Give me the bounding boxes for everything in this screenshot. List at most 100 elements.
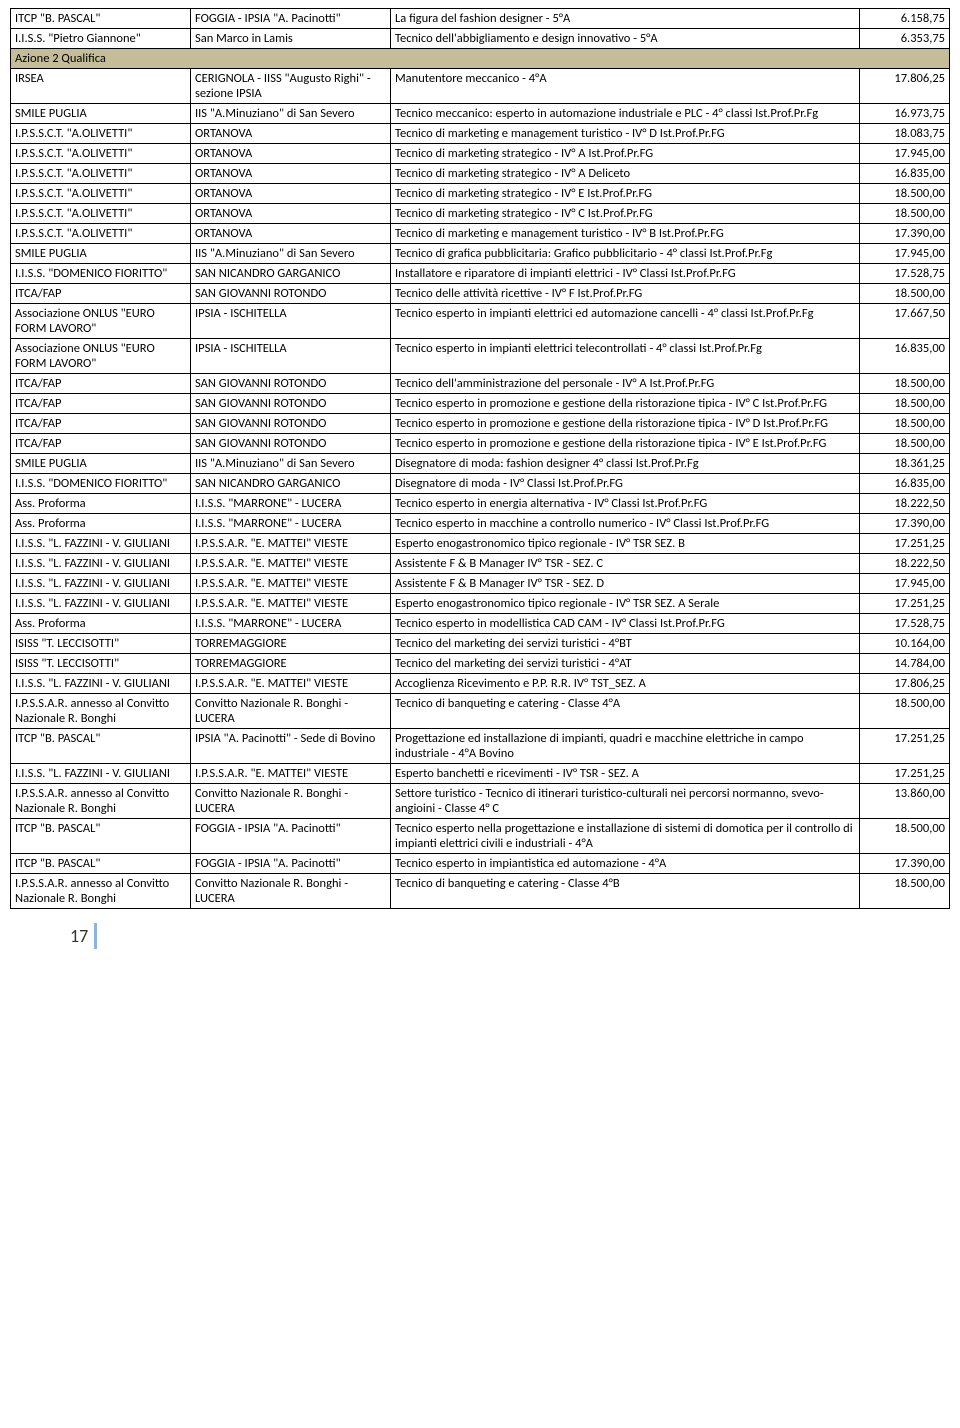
table-cell: I.P.S.S.A.R. "E. MATTEI" VIESTE xyxy=(191,764,391,784)
table-row: Ass. ProformaI.I.S.S. "MARRONE" - LUCERA… xyxy=(11,494,950,514)
table-cell: SAN GIOVANNI ROTONDO xyxy=(191,284,391,304)
table-cell: I.P.S.S.A.R. annesso al Convitto Naziona… xyxy=(11,874,191,909)
table-row: ISISS "T. LECCISOTTI"TORREMAGGIORETecnic… xyxy=(11,654,950,674)
table-row: I.I.S.S. "L. FAZZINI - V. GIULIANII.P.S.… xyxy=(11,594,950,614)
table-cell: Disegnatore di moda: fashion designer 4°… xyxy=(391,454,860,474)
data-table: ITCP "B. PASCAL"FOGGIA - IPSIA "A. Pacin… xyxy=(10,8,950,909)
table-cell: Tecnico di banqueting e catering - Class… xyxy=(391,694,860,729)
table-row: ITCA/FAPSAN GIOVANNI ROTONDOTecnico espe… xyxy=(11,394,950,414)
table-row: I.I.S.S. "Pietro Giannone"San Marco in L… xyxy=(11,29,950,49)
table-cell: 18.500,00 xyxy=(860,184,950,204)
table-cell: Progettazione ed installazione di impian… xyxy=(391,729,860,764)
table-cell: FOGGIA - IPSIA "A. Pacinotti" xyxy=(191,854,391,874)
table-cell: IIS "A.Minuziano" di San Severo xyxy=(191,454,391,474)
table-cell: Tecnico delle attività ricettive - IV° F… xyxy=(391,284,860,304)
table-cell: Tecnico esperto in impianti elettrici te… xyxy=(391,339,860,374)
table-cell: ORTANOVA xyxy=(191,124,391,144)
footer-accent-line xyxy=(94,923,97,949)
table-cell: Tecnico esperto in promozione e gestione… xyxy=(391,414,860,434)
table-cell: ORTANOVA xyxy=(191,144,391,164)
table-cell: 17.528,75 xyxy=(860,264,950,284)
table-row: I.I.S.S. "L. FAZZINI - V. GIULIANII.P.S.… xyxy=(11,574,950,594)
page-number: 17 xyxy=(70,925,88,947)
table-row: ITCP "B. PASCAL"FOGGIA - IPSIA "A. Pacin… xyxy=(11,854,950,874)
table-cell: Tecnico di marketing e management turist… xyxy=(391,124,860,144)
table-cell: IPSIA "A. Pacinotti" - Sede di Bovino xyxy=(191,729,391,764)
table-cell: IRSEA xyxy=(11,69,191,104)
table-cell: Tecnico esperto in impianti elettrici ed… xyxy=(391,304,860,339)
table-cell: Tecnico esperto in modellistica CAD CAM … xyxy=(391,614,860,634)
table-cell: I.I.S.S. "DOMENICO FIORITTO" xyxy=(11,474,191,494)
table-cell: 6.353,75 xyxy=(860,29,950,49)
table-cell: I.I.S.S. "Pietro Giannone" xyxy=(11,29,191,49)
table-cell: Manutentore meccanico - 4°A xyxy=(391,69,860,104)
table-cell: Tecnico dell'abbigliamento e design inno… xyxy=(391,29,860,49)
table-cell: Tecnico di marketing strategico - IV° E … xyxy=(391,184,860,204)
table-cell: SMILE PUGLIA xyxy=(11,454,191,474)
table-cell: Settore turistico - Tecnico di itinerari… xyxy=(391,784,860,819)
table-row: ITCA/FAPSAN GIOVANNI ROTONDOTecnico dell… xyxy=(11,284,950,304)
table-cell: ITCA/FAP xyxy=(11,434,191,454)
table-cell: I.P.S.S.A.R. "E. MATTEI" VIESTE xyxy=(191,534,391,554)
table-cell: La figura del fashion designer - 5°A xyxy=(391,9,860,29)
table-cell: Tecnico di marketing strategico - IV° A … xyxy=(391,144,860,164)
table-cell: Ass. Proforma xyxy=(11,514,191,534)
table-cell: SAN GIOVANNI ROTONDO xyxy=(191,374,391,394)
table-row: I.I.S.S. "DOMENICO FIORITTO"SAN NICANDRO… xyxy=(11,264,950,284)
table-row: Ass. ProformaI.I.S.S. "MARRONE" - LUCERA… xyxy=(11,514,950,534)
table-cell: SAN GIOVANNI ROTONDO xyxy=(191,434,391,454)
section-header-row: Azione 2 Qualifica xyxy=(11,49,950,69)
table-cell: Ass. Proforma xyxy=(11,614,191,634)
table-cell: ORTANOVA xyxy=(191,204,391,224)
table-row: Associazione ONLUS "EURO FORM LAVORO"IPS… xyxy=(11,304,950,339)
table-cell: 16.835,00 xyxy=(860,164,950,184)
table-cell: I.I.S.S. "DOMENICO FIORITTO" xyxy=(11,264,191,284)
table-cell: ISISS "T. LECCISOTTI" xyxy=(11,654,191,674)
table-row: I.P.S.S.A.R. annesso al Convitto Naziona… xyxy=(11,874,950,909)
table-cell: Tecnico di marketing strategico - IV° A … xyxy=(391,164,860,184)
table-cell: TORREMAGGIORE xyxy=(191,654,391,674)
table-row: I.P.S.S.C.T. "A.OLIVETTI"ORTANOVATecnico… xyxy=(11,124,950,144)
table-row: ITCP "B. PASCAL"FOGGIA - IPSIA "A. Pacin… xyxy=(11,9,950,29)
table-cell: I.P.S.S.C.T. "A.OLIVETTI" xyxy=(11,224,191,244)
table-cell: I.I.S.S. "MARRONE" - LUCERA xyxy=(191,514,391,534)
table-cell: I.P.S.S.C.T. "A.OLIVETTI" xyxy=(11,184,191,204)
table-cell: 18.500,00 xyxy=(860,434,950,454)
table-row: I.P.S.S.C.T. "A.OLIVETTI"ORTANOVATecnico… xyxy=(11,184,950,204)
table-cell: 17.390,00 xyxy=(860,224,950,244)
table-row: ITCA/FAPSAN GIOVANNI ROTONDOTecnico dell… xyxy=(11,374,950,394)
table-cell: Tecnico meccanico: esperto in automazion… xyxy=(391,104,860,124)
table-row: I.I.S.S. "L. FAZZINI - V. GIULIANII.P.S.… xyxy=(11,554,950,574)
table-cell: Convitto Nazionale R. Bonghi - LUCERA xyxy=(191,784,391,819)
table-cell: ITCP "B. PASCAL" xyxy=(11,854,191,874)
table-cell: I.I.S.S. "L. FAZZINI - V. GIULIANI xyxy=(11,674,191,694)
table-row: I.P.S.S.C.T. "A.OLIVETTI"ORTANOVATecnico… xyxy=(11,224,950,244)
table-cell: ITCP "B. PASCAL" xyxy=(11,819,191,854)
table-cell: Tecnico di marketing strategico - IV° C … xyxy=(391,204,860,224)
table-cell: Tecnico esperto in promozione e gestione… xyxy=(391,394,860,414)
table-cell: 10.164,00 xyxy=(860,634,950,654)
table-row: I.I.S.S. "L. FAZZINI - V. GIULIANII.P.S.… xyxy=(11,764,950,784)
table-cell: ITCA/FAP xyxy=(11,394,191,414)
table-cell: I.P.S.S.C.T. "A.OLIVETTI" xyxy=(11,164,191,184)
section-header-cell: Azione 2 Qualifica xyxy=(11,49,950,69)
table-cell: I.P.S.S.A.R. "E. MATTEI" VIESTE xyxy=(191,574,391,594)
table-cell: IPSIA - ISCHITELLA xyxy=(191,304,391,339)
table-cell: 17.390,00 xyxy=(860,854,950,874)
table-cell: ITCA/FAP xyxy=(11,284,191,304)
table-cell: Esperto enogastronomico tipico regionale… xyxy=(391,594,860,614)
table-cell: Esperto banchetti e ricevimenti - IV° TS… xyxy=(391,764,860,784)
table-cell: 13.860,00 xyxy=(860,784,950,819)
table-cell: I.P.S.S.A.R. "E. MATTEI" VIESTE xyxy=(191,594,391,614)
table-cell: 18.500,00 xyxy=(860,204,950,224)
table-cell: IIS "A.Minuziano" di San Severo xyxy=(191,244,391,264)
table-cell: Installatore e riparatore di impianti el… xyxy=(391,264,860,284)
table-cell: I.I.S.S. "L. FAZZINI - V. GIULIANI xyxy=(11,594,191,614)
table-cell: 16.973,75 xyxy=(860,104,950,124)
table-cell: CERIGNOLA - IISS "Augusto Righi" - sezio… xyxy=(191,69,391,104)
table-cell: ITCP "B. PASCAL" xyxy=(11,729,191,764)
table-cell: 17.251,25 xyxy=(860,764,950,784)
table-cell: 14.784,00 xyxy=(860,654,950,674)
table-cell: 18.500,00 xyxy=(860,414,950,434)
table-cell: 6.158,75 xyxy=(860,9,950,29)
